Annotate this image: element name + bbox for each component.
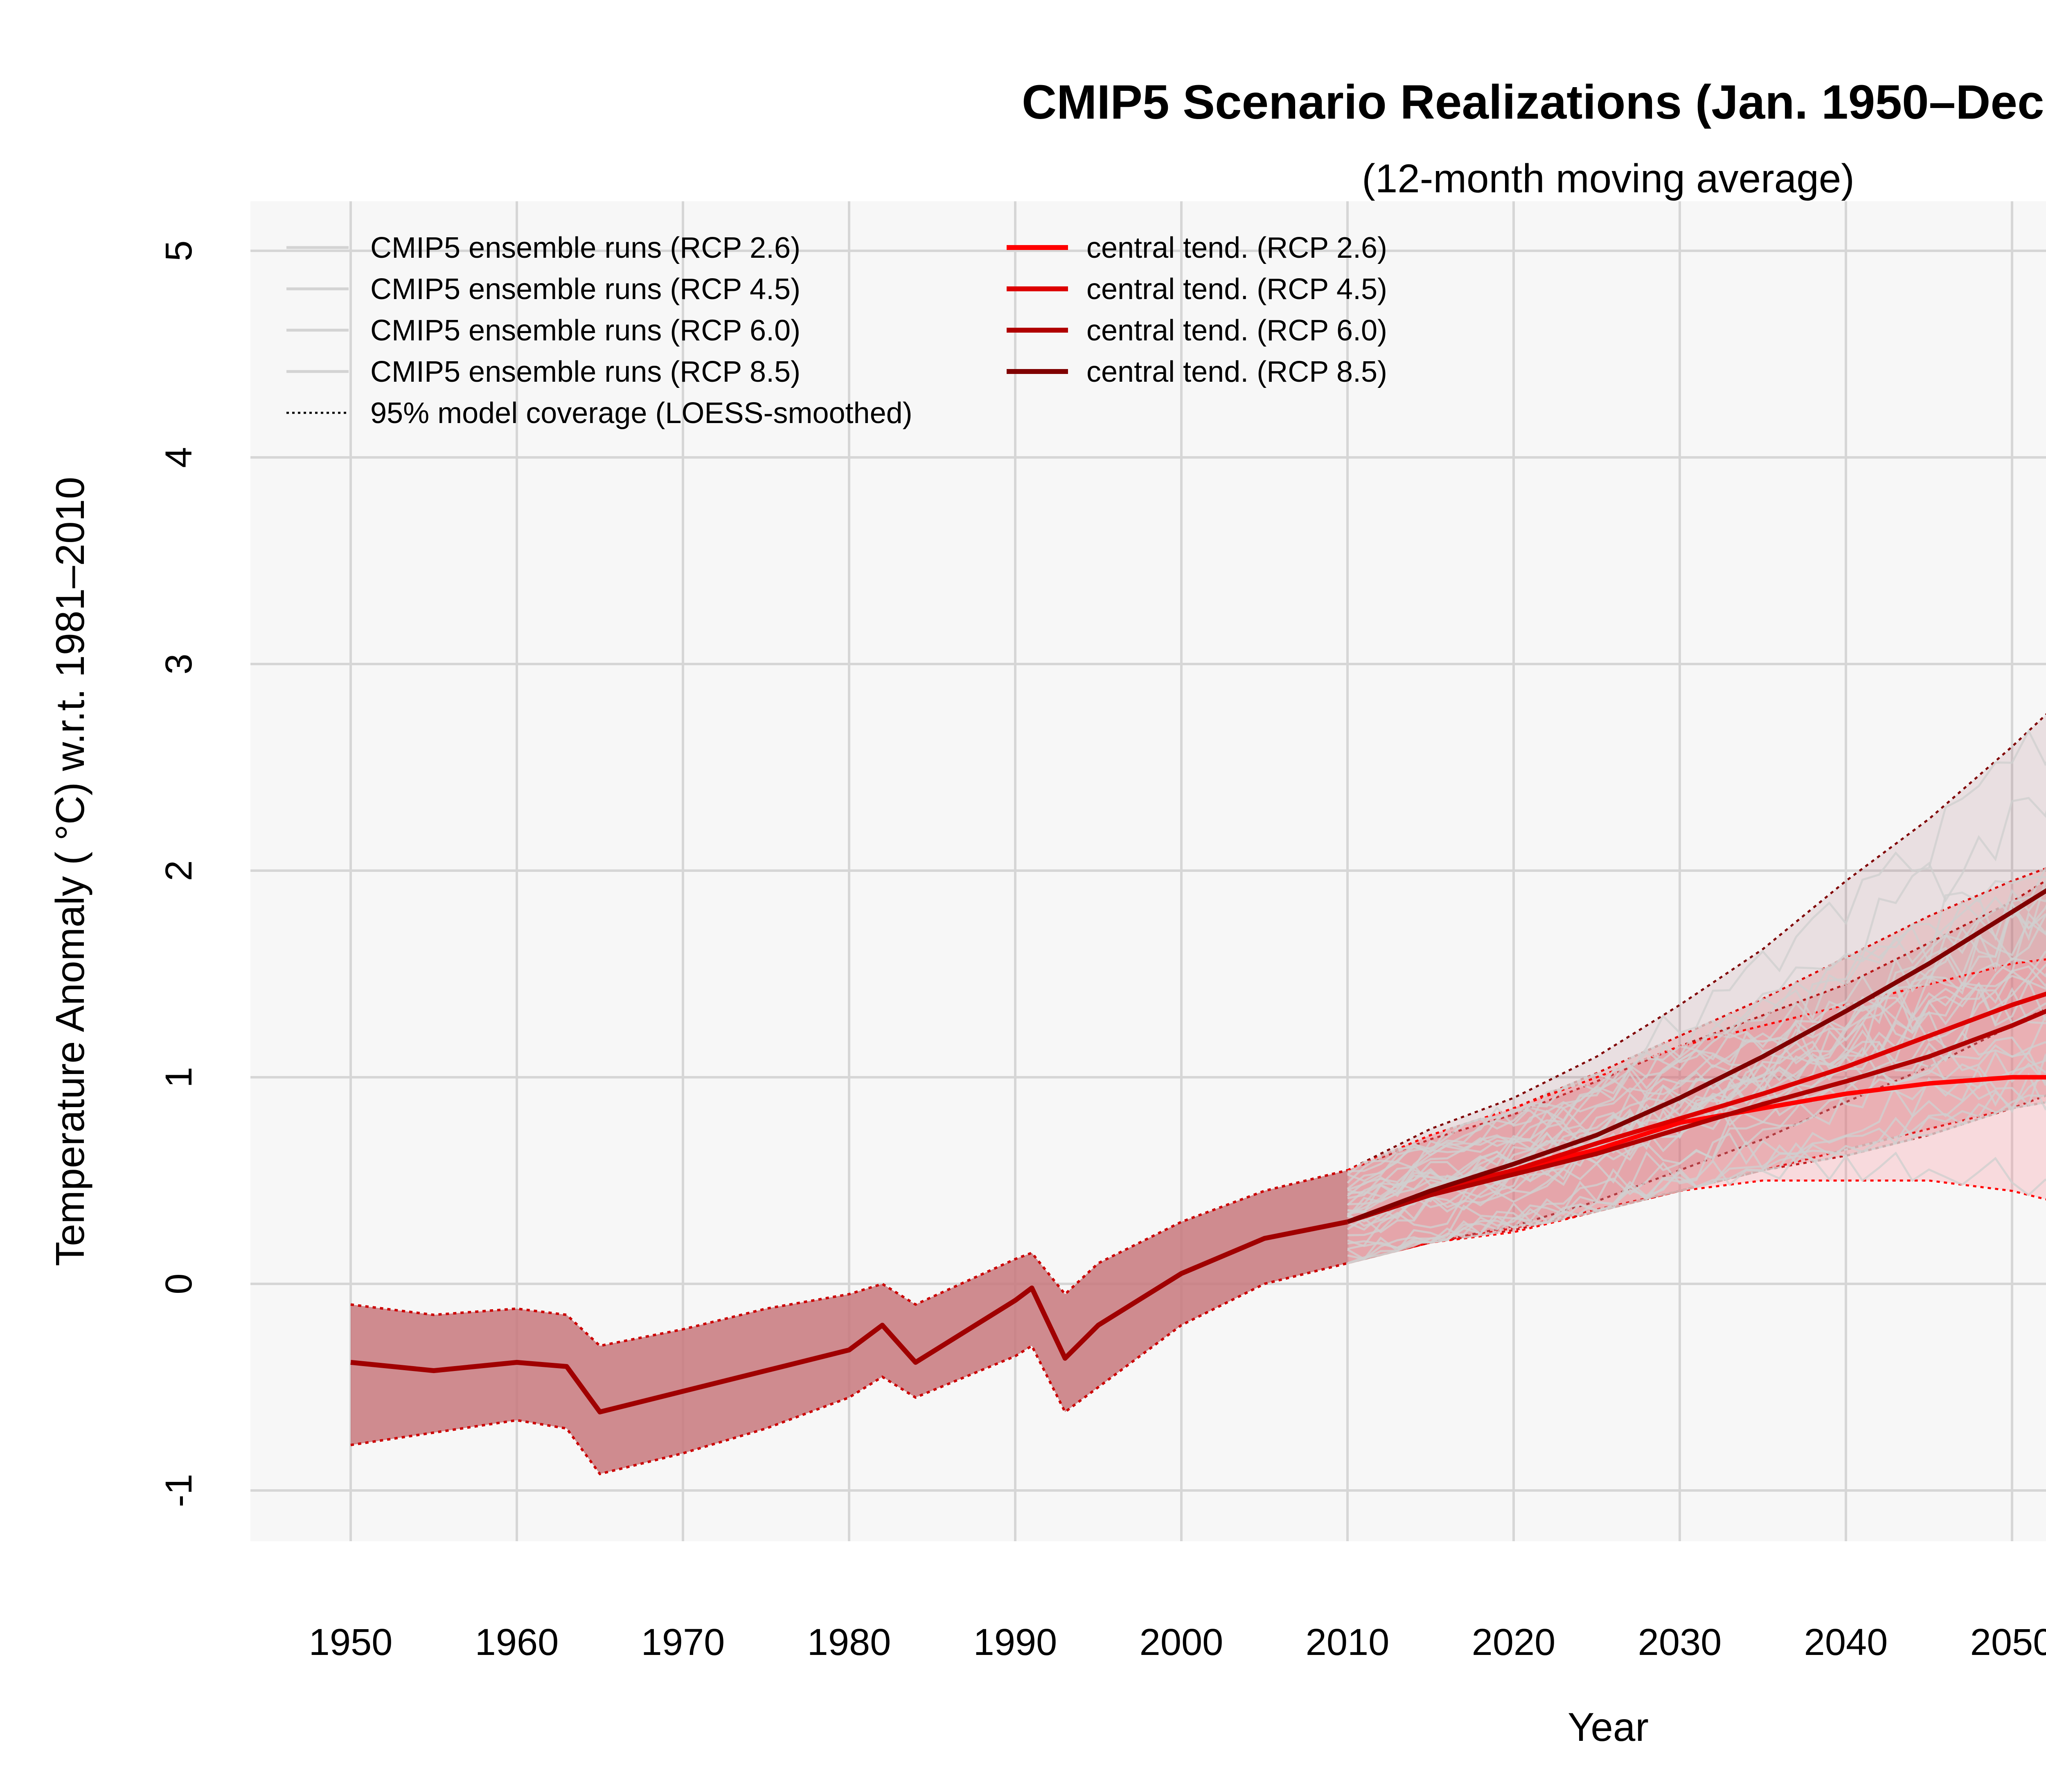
ensemble-run (1347, 887, 2046, 1191)
chart-subtitle: (12-month moving average) (1362, 156, 1854, 201)
ensemble-run (1347, 1050, 2046, 1249)
legend-label: CMIP5 ensemble runs (RCP 8.5) (370, 356, 800, 388)
y-tick-label: 0 (158, 1273, 200, 1294)
x-tick-label: 2040 (1804, 1621, 1888, 1663)
x-tick-label: 2050 (1970, 1621, 2046, 1663)
ensemble-run (1347, 867, 2046, 1184)
y-tick-label: -1 (158, 1474, 200, 1507)
ensemble-run (1347, 1074, 2046, 1260)
ensemble-run (1347, 914, 2046, 1197)
coverage-upper (1347, 958, 2046, 1171)
historical-band (351, 1170, 1347, 1474)
x-tick-label: 1950 (309, 1621, 393, 1663)
ensemble-run (1347, 920, 2046, 1236)
x-tick-label: 1970 (641, 1621, 725, 1663)
ensemble-run (1347, 912, 2046, 1195)
x-tick-label: 1990 (973, 1621, 1057, 1663)
y-axis-label: Temperature Anomaly ( °C) w.r.t. 1981–20… (47, 477, 92, 1266)
x-tick-label: 2000 (1140, 1621, 1224, 1663)
coverage-lower (1347, 1007, 2046, 1264)
ensemble-run (1347, 957, 2046, 1215)
ensemble-run (1347, 879, 2046, 1234)
ensemble-run (1347, 1049, 2046, 1214)
legend-label: central tend. (RCP 8.5) (1086, 356, 1387, 388)
historical-coverage-lower (350, 1262, 1348, 1475)
coverage-upper (1347, 879, 2046, 1171)
legend-label: CMIP5 ensemble runs (RCP 2.6) (370, 232, 800, 264)
y-axis-ticks: -1 0 1 2 3 4 5 (158, 240, 200, 1507)
legend-label: 95% model coverage (LOESS-smoothed) (370, 397, 913, 430)
y-tick-label: 5 (158, 240, 200, 261)
x-tick-label: 1980 (807, 1621, 891, 1663)
x-tick-label: 1960 (475, 1621, 559, 1663)
ensemble-run (1347, 1094, 2046, 1264)
y-tick-label: 3 (158, 653, 200, 674)
historical-coverage-upper (350, 1169, 1348, 1347)
ensemble-run (1347, 729, 2046, 1175)
ensemble-run (1347, 896, 2046, 1190)
legend-label: CMIP5 ensemble runs (RCP 6.0) (370, 314, 800, 347)
ensemble-run (1347, 797, 2046, 1200)
grid-lines (250, 201, 2046, 1541)
x-tick-label: 2020 (1472, 1621, 1556, 1663)
x-tick-label: 2030 (1638, 1621, 1722, 1663)
x-axis-label: Year (1568, 1704, 1649, 1749)
central-line (1347, 1075, 2046, 1224)
x-tick-label: 2010 (1306, 1621, 1390, 1663)
coverage-upper (1347, 713, 2046, 1171)
historical-central-line (350, 1219, 1348, 1415)
legend-label: CMIP5 ensemble runs (RCP 4.5) (370, 273, 800, 306)
legend-label: central tend. (RCP 6.0) (1086, 314, 1387, 347)
x-axis-ticks: 1950 1960 1970 1980 1990 2000 2010 2020 2030 2040… (309, 1621, 2046, 1663)
y-tick-label: 2 (158, 860, 200, 881)
central-tendency-lines (350, 888, 2046, 1415)
coverage-band (1347, 714, 2046, 1263)
legend: CMIP5 ensemble runs (RCP 2.6) CMIP5 ensem… (286, 232, 1387, 430)
ensemble-run (1347, 876, 2046, 1217)
central-line (1347, 991, 2046, 1224)
legend-label: central tend. (RCP 4.5) (1086, 273, 1387, 306)
y-tick-label: 1 (158, 1067, 200, 1087)
ensemble-run (1347, 901, 2046, 1231)
y-tick-label: 4 (158, 447, 200, 468)
chart-title: CMIP5 Scenario Realizations (Jan. 1950–D… (1022, 75, 2046, 129)
legend-label: central tend. (RCP 2.6) (1086, 232, 1387, 264)
ensemble-run (1347, 975, 2046, 1206)
central-line (1347, 1009, 2046, 1224)
central-line (1347, 888, 2046, 1224)
